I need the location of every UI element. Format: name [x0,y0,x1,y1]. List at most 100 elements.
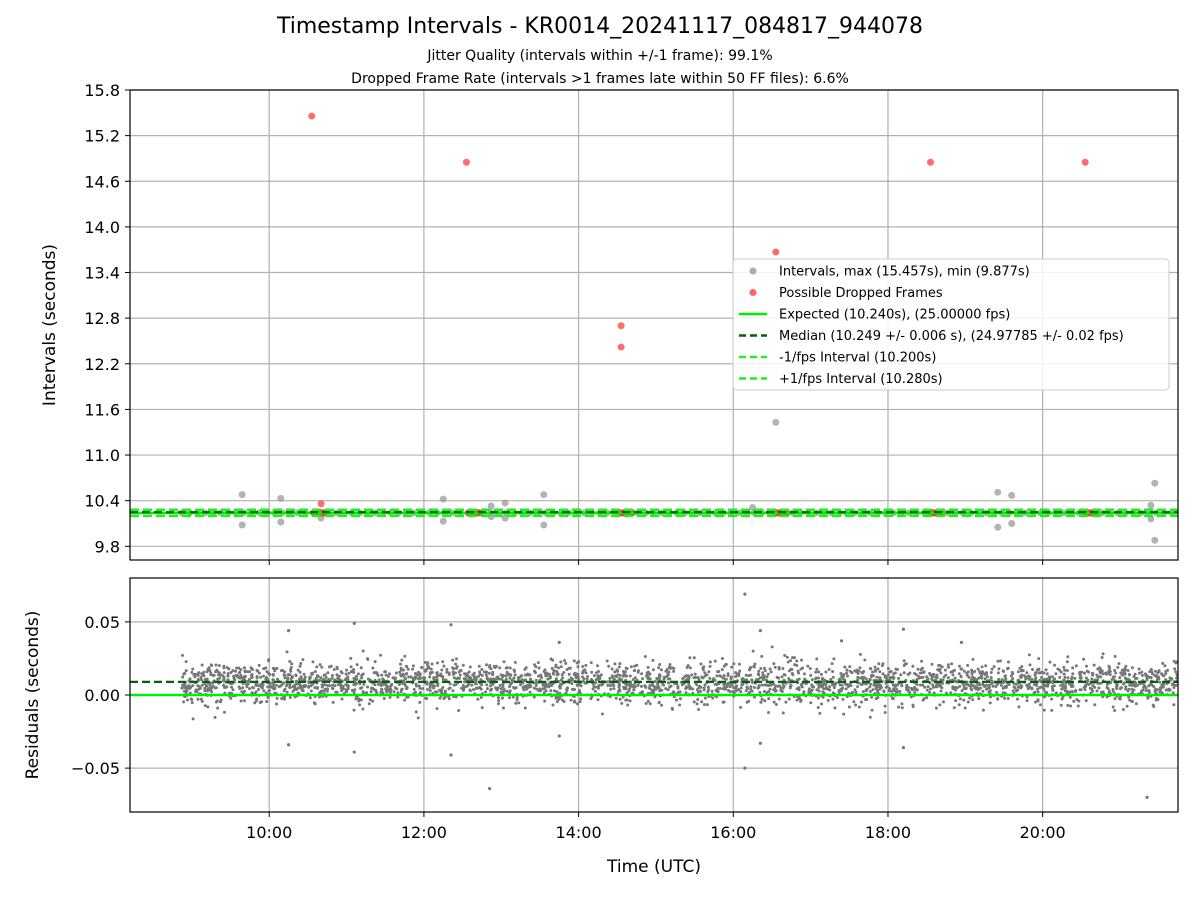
residual-point [538,687,542,691]
residual-point [271,673,275,677]
residual-point [990,667,994,671]
residual-point [705,703,709,707]
residual-point [834,681,838,685]
residual-point [401,672,405,676]
residual-point [686,674,690,678]
residual-point [1161,661,1165,665]
residual-point [482,670,486,674]
residual-point [349,669,353,673]
residual-point [374,690,378,694]
residual-point [514,701,518,705]
residual-point [323,683,327,687]
residual-point [802,672,806,676]
residual-point [856,685,860,689]
residual-point [706,690,710,694]
residual-point [958,697,962,701]
interval-point [1147,515,1155,523]
residual-point [814,676,818,680]
residual-point [457,670,461,674]
residual-point [456,676,460,680]
residual-point [928,690,932,694]
residual-point [594,685,598,689]
residual-point [999,683,1003,687]
residual-point [511,695,515,699]
residual-point [921,683,925,687]
residual-point [570,687,574,691]
residual-point [207,666,211,670]
residual-point [430,682,434,686]
residual-point [258,700,262,704]
residual-point [454,657,458,661]
residual-point [191,717,195,721]
residual-point [968,696,972,700]
residual-point [1061,686,1065,690]
residual-point [1016,670,1020,674]
residual-point [890,689,894,693]
residual-point [726,672,730,676]
legend-entry: Intervals, max (15.457s), min (9.877s) [779,265,1030,280]
residual-point [830,662,834,666]
residual-point [985,687,989,691]
residual-point [296,668,300,672]
residual-point [1016,678,1020,682]
residual-point [385,684,389,688]
residual-point [892,687,896,691]
residual-point [1026,687,1030,691]
residual-point [675,698,679,702]
residual-point [633,676,637,680]
residual-point [868,667,872,671]
residual-point [696,698,700,702]
residual-point [464,684,468,688]
residual-point [858,652,862,656]
residual-point [396,691,400,695]
residual-point [909,686,913,690]
residual-point [631,678,635,682]
dropped-frame-rate-subtitle: Dropped Frame Rate (intervals >1 frames … [351,71,849,87]
residual-point [333,684,337,688]
residual-point [864,688,868,692]
residual-point [464,678,468,682]
residual-point [858,666,862,670]
residual-point [713,682,717,686]
residual-point [1099,675,1103,679]
residual-point [957,672,961,676]
residual-point [346,683,350,687]
residual-point [439,691,443,695]
residual-point [848,665,852,669]
residual-point [432,676,436,680]
residual-point [499,687,503,691]
residual-point [1156,688,1160,692]
residual-point [285,650,289,654]
residual-point [454,662,458,666]
residual-point [947,665,951,669]
residual-point [837,691,841,695]
residual-point [782,673,786,677]
residual-point [971,698,975,702]
residual-point [668,662,672,666]
residual-point [657,685,661,689]
residual-point [1069,704,1073,708]
residual-point [787,677,791,681]
residual-point [467,670,471,674]
interval-point [487,502,495,510]
residual-point [695,702,699,706]
residual-point [1068,695,1072,699]
residual-point [335,667,339,671]
residual-point [819,683,823,687]
residual-point [799,699,803,703]
residual-point [237,666,241,670]
residual-point [678,697,682,701]
residual-point [585,677,589,681]
residual-point [196,697,200,701]
residual-point [1010,670,1014,674]
residual-point [551,671,555,675]
residual-point [434,690,438,694]
residual-point [648,677,652,681]
residual-point [352,750,356,754]
residual-point [573,699,577,703]
residual-point [841,697,845,701]
residual-point [1118,697,1122,701]
residual-point [559,660,563,664]
residual-point [325,689,329,693]
residual-point [769,670,773,674]
